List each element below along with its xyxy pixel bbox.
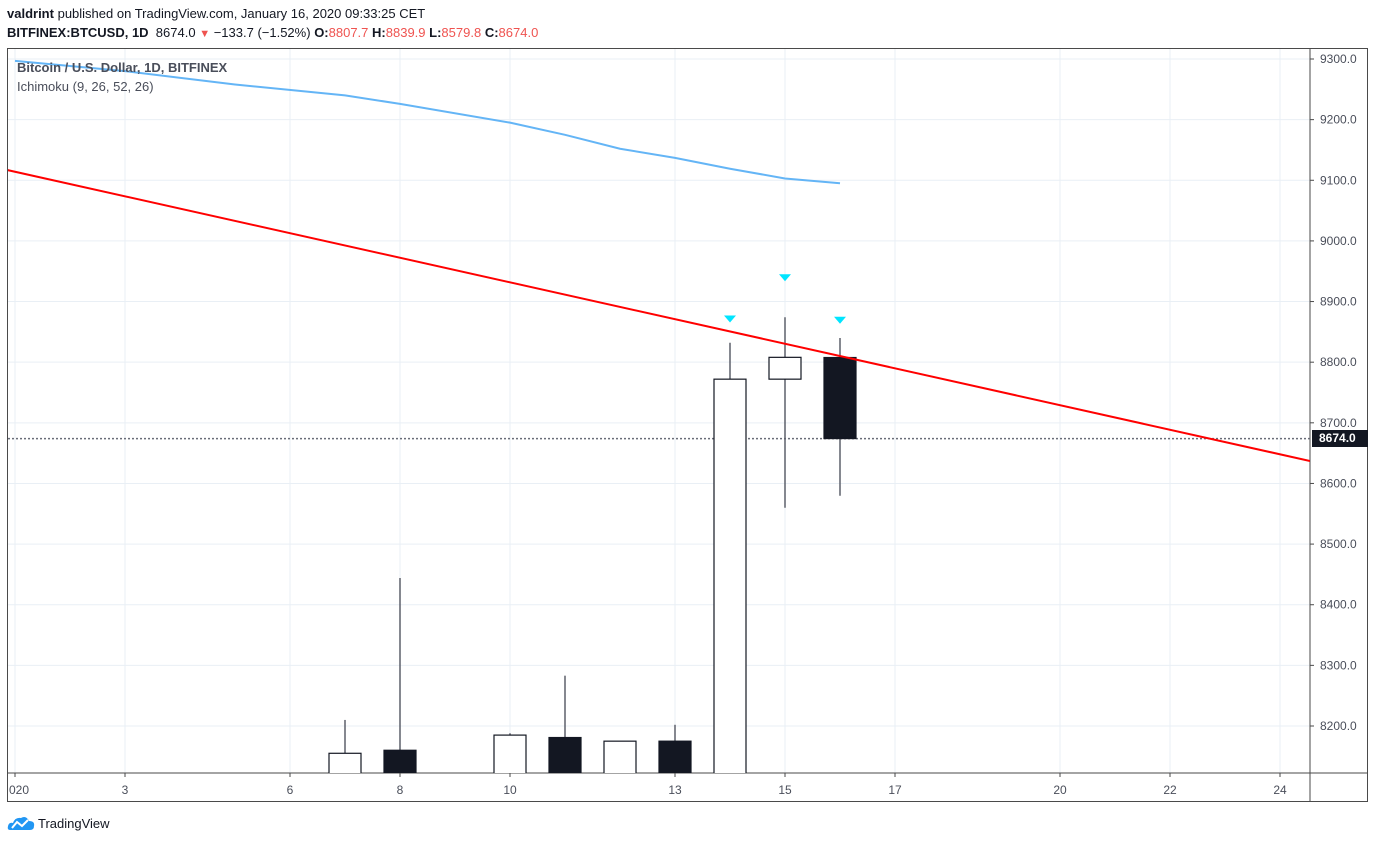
triangle-down-icon: ▼ xyxy=(199,28,211,40)
publish-text: published on TradingView.com, January 16… xyxy=(57,6,426,21)
resistance-trendline xyxy=(8,169,1310,462)
low-label: L: xyxy=(429,25,442,40)
y-tick-label: 8900.0 xyxy=(1320,295,1357,309)
high-label: H: xyxy=(372,25,386,40)
y-tick-label: 9200.0 xyxy=(1320,113,1357,127)
chart-legend-title: Bitcoin / U.S. Dollar, 1D, BITFINEX xyxy=(17,60,228,75)
low-value: 8579.8 xyxy=(441,25,482,40)
triangle-down-marker-icon xyxy=(834,316,846,324)
indicator-legend[interactable]: Ichimoku (9, 26, 52, 26) xyxy=(17,79,154,94)
close-label: C: xyxy=(484,25,499,40)
x-tick-label: 15 xyxy=(778,783,792,797)
y-tick-label: 9300.0 xyxy=(1320,52,1357,66)
y-tick-label: 8500.0 xyxy=(1320,537,1357,551)
candle-bear xyxy=(383,749,417,773)
y-tick-label: 9100.0 xyxy=(1320,173,1357,187)
candle-bull xyxy=(328,752,362,773)
candle-bear xyxy=(548,736,582,773)
tradingview-cloud-icon xyxy=(7,817,35,830)
x-tick-label: 3 xyxy=(122,783,129,797)
x-tick-label: 020 xyxy=(9,783,29,797)
triangle-down-marker-icon xyxy=(779,274,791,282)
open-label: O: xyxy=(314,25,329,40)
candle-bear xyxy=(823,356,857,440)
ichimoku-line xyxy=(14,59,841,185)
open-value: 8807.7 xyxy=(328,25,369,40)
y-tick-label: 8600.0 xyxy=(1320,476,1357,490)
symbol-ohlc-bar: BITFINEX:BTCUSD, 1D 8674.0 ▼ −133.7 (−1.… xyxy=(7,25,538,40)
y-tick-label: 8700.0 xyxy=(1320,416,1357,430)
x-tick-label: 10 xyxy=(503,783,517,797)
x-tick-label: 17 xyxy=(888,783,902,797)
x-tick-label: 24 xyxy=(1273,783,1287,797)
candle-bear xyxy=(658,740,692,773)
author-name: valdrint xyxy=(7,6,54,21)
x-tick-label: 8 xyxy=(397,783,404,797)
triangle-down-marker-icon xyxy=(724,315,736,323)
y-tick-label: 8300.0 xyxy=(1320,658,1357,672)
x-tick-label: 6 xyxy=(287,783,294,797)
brand-name: TradingView xyxy=(38,815,110,831)
candle-bull xyxy=(603,740,637,773)
candle-bull xyxy=(493,734,527,773)
y-tick-label: 8400.0 xyxy=(1320,598,1357,612)
symbol-label: BITFINEX:BTCUSD, 1D xyxy=(7,25,149,40)
x-tick-label: 22 xyxy=(1163,783,1177,797)
close-value: 8674.0 xyxy=(498,25,539,40)
last-price-tag: 8674.0 xyxy=(1312,430,1368,447)
x-tick-label: 20 xyxy=(1053,783,1067,797)
tradingview-logo: TradingView xyxy=(7,814,110,832)
chart-frame xyxy=(7,48,1368,802)
high-value: 8839.9 xyxy=(385,25,426,40)
x-tick-label: 13 xyxy=(668,783,682,797)
plot-area[interactable] xyxy=(7,59,1310,775)
publish-info: valdrint published on TradingView.com, J… xyxy=(7,6,425,21)
price-change: −133.7 (−1.52%) xyxy=(213,25,311,40)
y-tick-label: 8200.0 xyxy=(1320,719,1357,733)
candle-bull xyxy=(768,356,802,380)
y-tick-label: 8800.0 xyxy=(1320,355,1357,369)
y-tick-label: 9000.0 xyxy=(1320,234,1357,248)
candle-bull xyxy=(713,378,747,773)
last-price: 8674.0 xyxy=(155,25,196,40)
